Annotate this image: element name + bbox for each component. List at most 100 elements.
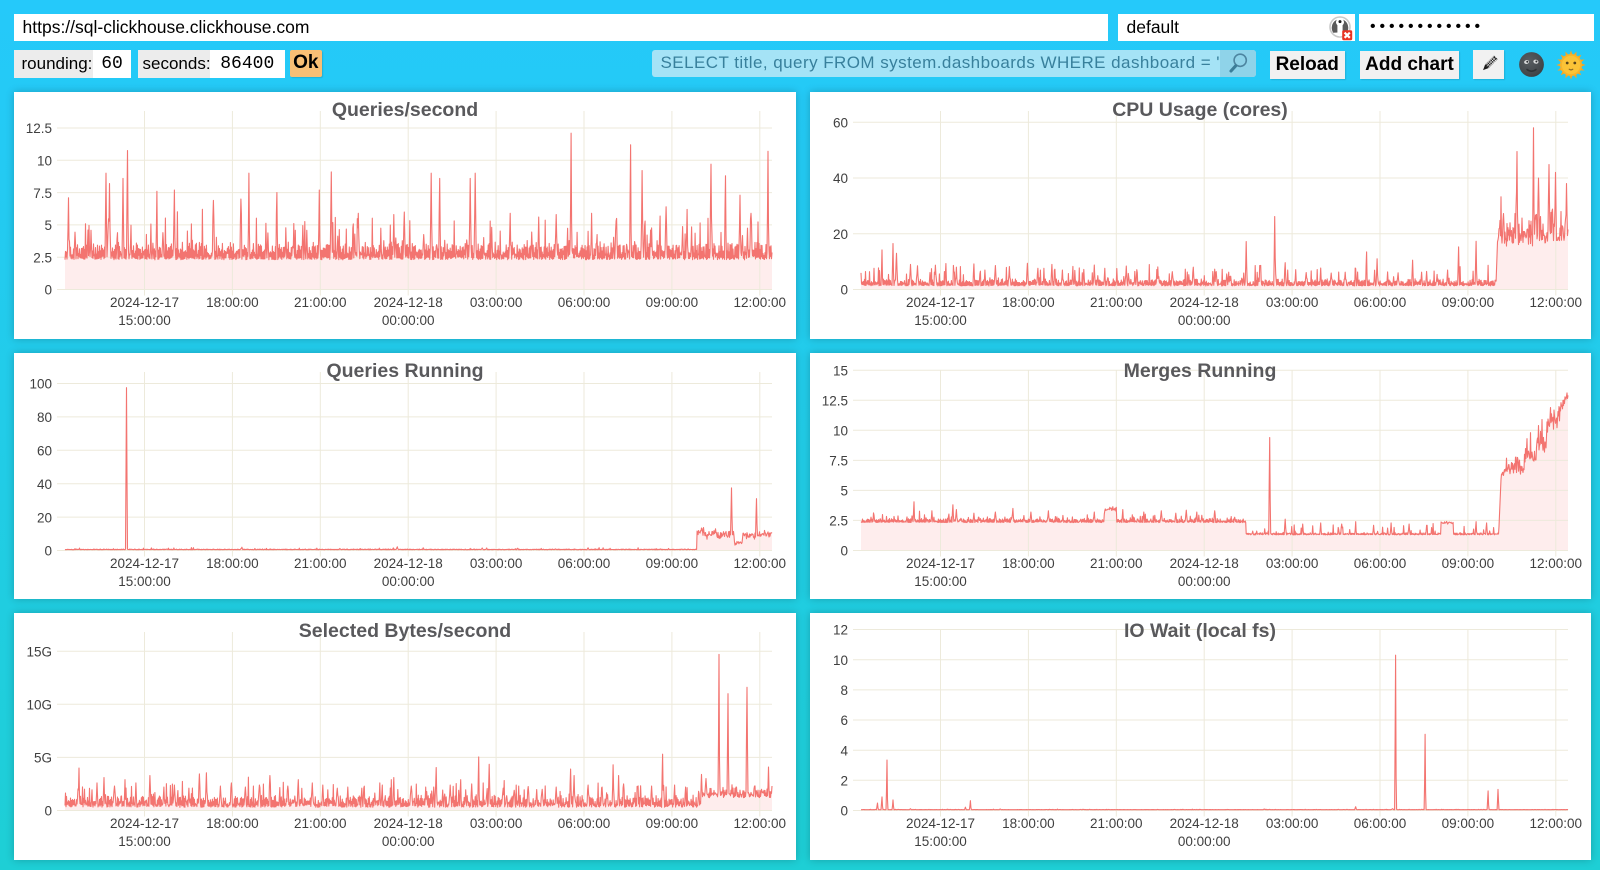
svg-text:2024-12-17: 2024-12-17 [906, 556, 975, 571]
svg-text:5G: 5G [33, 751, 51, 766]
svg-text:00:00:00: 00:00:00 [381, 313, 434, 328]
svg-text:2024-12-18: 2024-12-18 [1170, 295, 1239, 310]
svg-text:0: 0 [840, 804, 848, 819]
svg-text:12:00:00: 12:00:00 [733, 556, 786, 571]
svg-text:10G: 10G [26, 698, 52, 713]
svg-text:15:00:00: 15:00:00 [118, 574, 171, 589]
svg-text:12: 12 [833, 623, 848, 638]
svg-text:00:00:00: 00:00:00 [381, 574, 434, 589]
svg-text:0: 0 [840, 283, 848, 298]
svg-text:2024-12-18: 2024-12-18 [373, 556, 442, 571]
svg-text:2024-12-17: 2024-12-17 [906, 295, 975, 310]
svg-text:2024-12-17: 2024-12-17 [906, 816, 975, 831]
svg-text:Merges Running: Merges Running [1124, 360, 1277, 382]
svg-text:03:00:00: 03:00:00 [469, 556, 522, 571]
svg-text:21:00:00: 21:00:00 [1090, 816, 1143, 831]
svg-text:15: 15 [833, 363, 848, 378]
svg-text:100: 100 [29, 376, 52, 391]
svg-text:2024-12-18: 2024-12-18 [1170, 556, 1239, 571]
svg-text:20: 20 [833, 227, 848, 242]
svg-text:09:00:00: 09:00:00 [645, 556, 698, 571]
svg-text:18:00:00: 18:00:00 [1002, 295, 1055, 310]
svg-text:5: 5 [840, 483, 848, 498]
svg-text:5: 5 [44, 218, 52, 233]
svg-text:03:00:00: 03:00:00 [469, 816, 522, 831]
svg-text:06:00:00: 06:00:00 [557, 556, 610, 571]
svg-text:0: 0 [44, 804, 52, 819]
svg-text:18:00:00: 18:00:00 [1002, 556, 1055, 571]
svg-text:09:00:00: 09:00:00 [645, 816, 698, 831]
svg-text:2.5: 2.5 [33, 250, 52, 265]
svg-text:60: 60 [833, 116, 848, 131]
svg-text:12.5: 12.5 [25, 121, 51, 136]
svg-text:03:00:00: 03:00:00 [1266, 556, 1319, 571]
svg-text:12:00:00: 12:00:00 [1530, 816, 1583, 831]
svg-text:06:00:00: 06:00:00 [557, 295, 610, 310]
svg-text:IO Wait (local fs): IO Wait (local fs) [1124, 620, 1276, 642]
svg-text:7.5: 7.5 [829, 453, 848, 468]
svg-text:Queries Running: Queries Running [326, 360, 483, 382]
svg-text:CPU Usage (cores): CPU Usage (cores) [1112, 99, 1288, 121]
svg-text:2.5: 2.5 [829, 513, 848, 528]
svg-text:2024-12-18: 2024-12-18 [373, 295, 442, 310]
svg-text:18:00:00: 18:00:00 [206, 295, 259, 310]
svg-text:2024-12-18: 2024-12-18 [373, 816, 442, 831]
svg-text:10: 10 [36, 154, 51, 169]
svg-text:09:00:00: 09:00:00 [1442, 816, 1495, 831]
svg-text:18:00:00: 18:00:00 [206, 556, 259, 571]
svg-text:18:00:00: 18:00:00 [206, 816, 259, 831]
svg-text:06:00:00: 06:00:00 [1354, 816, 1407, 831]
svg-text:2: 2 [840, 774, 848, 789]
svg-text:12:00:00: 12:00:00 [1530, 295, 1583, 310]
svg-text:0: 0 [840, 543, 848, 558]
svg-text:21:00:00: 21:00:00 [294, 295, 347, 310]
svg-text:18:00:00: 18:00:00 [1002, 816, 1055, 831]
svg-text:Queries/second: Queries/second [331, 99, 477, 121]
svg-text:2024-12-17: 2024-12-17 [109, 556, 178, 571]
svg-text:8: 8 [840, 683, 848, 698]
svg-text:2024-12-17: 2024-12-17 [109, 816, 178, 831]
svg-text:80: 80 [36, 410, 51, 425]
svg-text:15:00:00: 15:00:00 [914, 313, 967, 328]
svg-text:4: 4 [840, 743, 848, 758]
svg-text:00:00:00: 00:00:00 [1178, 313, 1231, 328]
svg-text:21:00:00: 21:00:00 [294, 816, 347, 831]
svg-text:00:00:00: 00:00:00 [1178, 574, 1231, 589]
svg-text:21:00:00: 21:00:00 [1090, 295, 1143, 310]
svg-text:06:00:00: 06:00:00 [557, 816, 610, 831]
svg-text:0: 0 [44, 283, 52, 298]
svg-text:00:00:00: 00:00:00 [1178, 834, 1231, 849]
svg-text:10: 10 [833, 653, 848, 668]
svg-text:15G: 15G [26, 644, 52, 659]
svg-text:15:00:00: 15:00:00 [118, 834, 171, 849]
svg-text:2024-12-18: 2024-12-18 [1170, 816, 1239, 831]
svg-text:06:00:00: 06:00:00 [1354, 556, 1407, 571]
svg-text:15:00:00: 15:00:00 [914, 834, 967, 849]
svg-text:6: 6 [840, 713, 848, 728]
svg-text:03:00:00: 03:00:00 [1266, 816, 1319, 831]
svg-text:09:00:00: 09:00:00 [1442, 295, 1495, 310]
svg-text:60: 60 [36, 443, 51, 458]
svg-text:0: 0 [44, 543, 52, 558]
svg-text:21:00:00: 21:00:00 [294, 556, 347, 571]
svg-text:10: 10 [833, 423, 848, 438]
svg-text:12.5: 12.5 [822, 393, 848, 408]
svg-text:20: 20 [36, 510, 51, 525]
svg-text:Selected Bytes/second: Selected Bytes/second [298, 620, 510, 642]
svg-text:12:00:00: 12:00:00 [733, 295, 786, 310]
svg-text:12:00:00: 12:00:00 [733, 816, 786, 831]
svg-text:03:00:00: 03:00:00 [469, 295, 522, 310]
svg-text:00:00:00: 00:00:00 [381, 834, 434, 849]
svg-text:09:00:00: 09:00:00 [1442, 556, 1495, 571]
svg-text:15:00:00: 15:00:00 [914, 574, 967, 589]
svg-text:2024-12-17: 2024-12-17 [109, 295, 178, 310]
svg-text:7.5: 7.5 [33, 186, 52, 201]
svg-text:12:00:00: 12:00:00 [1530, 556, 1583, 571]
svg-text:06:00:00: 06:00:00 [1354, 295, 1407, 310]
svg-text:40: 40 [833, 171, 848, 186]
svg-text:40: 40 [36, 476, 51, 491]
svg-text:09:00:00: 09:00:00 [645, 295, 698, 310]
svg-text:03:00:00: 03:00:00 [1266, 295, 1319, 310]
svg-text:21:00:00: 21:00:00 [1090, 556, 1143, 571]
svg-text:15:00:00: 15:00:00 [118, 313, 171, 328]
